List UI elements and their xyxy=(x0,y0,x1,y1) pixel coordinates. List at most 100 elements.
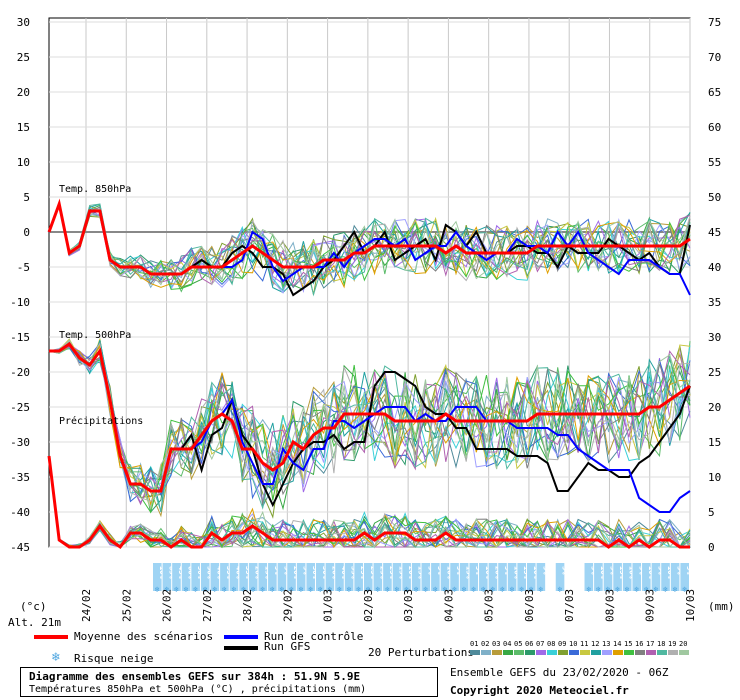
snow-risk-label: 25% xyxy=(359,566,367,579)
perturbation-t500-line xyxy=(48,338,691,510)
snow-risk-label: 40% xyxy=(215,566,223,579)
snowflake-icon: ❄ xyxy=(212,585,217,594)
left-tick-label: -30 xyxy=(10,436,30,449)
mean-precip-line xyxy=(47,455,690,550)
snowflake-icon: ❄ xyxy=(634,585,639,594)
label-t850: Temp. 850hPa xyxy=(59,184,131,195)
perturbation-id-label: 15 xyxy=(624,640,633,648)
x-tick-label: 04/03 xyxy=(442,589,455,622)
snow-risk-label: 35% xyxy=(350,566,358,579)
snow-risk-cell xyxy=(258,563,268,591)
snow-risk-label: 20% xyxy=(330,566,338,579)
snowflake-icon: ❄ xyxy=(615,585,620,594)
snowflake-icon: ❄ xyxy=(327,585,332,594)
snow-risk-cell xyxy=(306,563,316,591)
x-tick-label: 29/02 xyxy=(281,589,294,622)
snow-risk-label: 5% xyxy=(608,566,616,575)
snowflake-icon: ❄ xyxy=(538,585,543,594)
right-tick-label: 20 xyxy=(708,401,721,414)
snow-risk-label: 5% xyxy=(426,566,434,575)
snow-risk-label: 15% xyxy=(465,566,473,579)
perturbation-id-label: 12 xyxy=(591,640,600,648)
left-tick-label: 20 xyxy=(17,86,30,99)
perturbation-color-swatch xyxy=(679,650,689,655)
perturbation-id-label: 03 xyxy=(492,640,501,648)
right-tick-label: 70 xyxy=(708,51,721,64)
snowflake-icon: ❄ xyxy=(644,585,649,594)
snow-risk-cell xyxy=(316,563,325,591)
snowflake-icon: ❄ xyxy=(471,585,476,594)
snow-risk-cell xyxy=(181,563,191,591)
snow-risk-cell xyxy=(459,563,469,591)
snow-risk-label: 35% xyxy=(225,566,233,579)
left-tick-label: 30 xyxy=(17,16,30,29)
snow-risk-label: 10% xyxy=(628,566,636,579)
left-tick-label: 15 xyxy=(17,121,30,134)
x-tick-label: 24/02 xyxy=(80,589,93,622)
snow-risk-row: 10% ❄ 85% ❄ 45% ❄ 60% ❄ 50% ❄ 50% ❄ 40% ❄ 35% ❄ 40% ❄ 35% ❄… xyxy=(153,563,693,594)
snowflake-icon: ❄ xyxy=(155,585,160,594)
snowflake-icon: ❄ xyxy=(442,585,447,594)
snow-risk-cell xyxy=(239,563,248,591)
snowflake-icon: ❄ xyxy=(347,585,352,594)
snow-risk-label: 5% xyxy=(685,566,693,575)
right-tick-label: 30 xyxy=(708,331,721,344)
snow-risk-label: 50% xyxy=(196,566,204,579)
snow-risk-cell xyxy=(594,563,603,591)
left-tick-label: 0 xyxy=(23,226,30,239)
snowflake-icon: ❄ xyxy=(385,585,390,594)
snowflake-icon: ❄ xyxy=(241,585,246,594)
snow-risk-cell xyxy=(498,563,507,591)
snow-risk-label: 15% xyxy=(522,566,530,579)
snow-risk-label: 40% xyxy=(340,566,348,579)
snow-risk-cell xyxy=(450,563,459,591)
snow-risk-label: 30% xyxy=(311,566,319,579)
snow-risk-cell xyxy=(661,563,670,591)
perturbation-id-label: 09 xyxy=(558,640,567,648)
right-tick-label: 65 xyxy=(708,86,721,99)
copyright: Copyright 2020 Meteociel.fr xyxy=(450,684,629,697)
snow-risk-cell xyxy=(277,563,287,591)
snow-risk-cell xyxy=(296,563,306,591)
snow-risk-label: 15% xyxy=(618,566,626,579)
snow-risk-cell xyxy=(517,563,526,591)
snow-risk-cell xyxy=(344,563,354,591)
snow-risk-label: 20% xyxy=(407,566,415,579)
right-tick-label: 55 xyxy=(708,156,721,169)
perturbation-id-label: 08 xyxy=(547,640,556,648)
x-tick-label: 28/02 xyxy=(241,589,254,622)
label-precip: Précipitations xyxy=(59,415,143,427)
snow-risk-cell xyxy=(172,563,181,591)
perturbation-color-swatch xyxy=(470,650,480,655)
legend-gfs-swatch xyxy=(224,646,258,650)
snow-risk-cell xyxy=(622,563,632,591)
left-tick-label: -20 xyxy=(10,366,30,379)
perturbation-color-swatch xyxy=(547,650,557,655)
snow-risk-cell xyxy=(220,563,229,591)
snowflake-icon: ❄ xyxy=(193,585,198,594)
snow-risk-cell xyxy=(354,563,363,591)
snow-risk-label: 5% xyxy=(503,566,511,575)
perturbation-t500-line xyxy=(48,345,691,518)
snow-risk-label: 30% xyxy=(321,566,329,579)
snow-risk-label: 5% xyxy=(561,566,569,575)
left-tick-label: -35 xyxy=(10,471,30,484)
right-tick-label: 0 xyxy=(708,541,715,554)
snow-risk-label: 25% xyxy=(369,566,377,579)
perturbation-id-label: 07 xyxy=(536,640,545,648)
right-tick-label: 60 xyxy=(708,121,721,134)
left-tick-label: -15 xyxy=(10,331,30,344)
perturbation-color-swatch xyxy=(558,650,568,655)
snowflake-icon: ❄ xyxy=(414,585,419,594)
snow-risk-cell xyxy=(325,563,335,591)
snow-risk-cell xyxy=(526,563,536,591)
right-tick-label: 15 xyxy=(708,436,721,449)
snow-risk-cell xyxy=(469,563,479,591)
snow-risk-label: 10% xyxy=(532,566,540,579)
perturbation-color-swatch xyxy=(525,650,535,655)
snow-risk-label: 20% xyxy=(493,566,501,579)
snow-risk-cell xyxy=(191,563,200,591)
main-series xyxy=(47,198,691,550)
right-axis-unit: (mm) xyxy=(708,600,735,613)
